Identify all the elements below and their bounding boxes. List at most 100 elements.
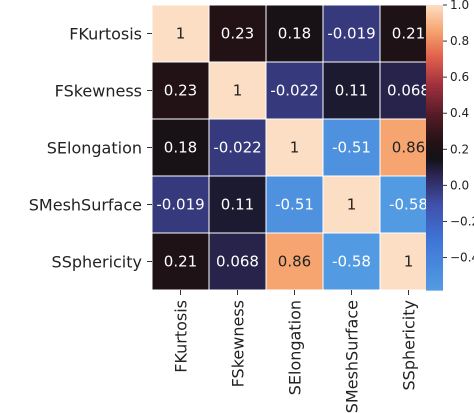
colorbar-band (426, 211, 443, 215)
row-label-FKurtosis: FKurtosis (69, 25, 142, 44)
heatmap-cells (151, 4, 438, 291)
colorbar-band (426, 278, 443, 282)
column-label-SMeshSurface: SMeshSurface (343, 300, 362, 413)
colorbar-band (426, 47, 443, 51)
colorbar-band (426, 266, 443, 270)
colorbar-band (426, 123, 443, 127)
cell-value-label: -0.019 (156, 196, 204, 214)
colorbar-band (426, 140, 443, 144)
cell-value-label: -0.51 (275, 196, 314, 214)
colorbar-band (426, 145, 443, 149)
colorbar-band (426, 202, 443, 206)
colorbar-band (426, 147, 443, 151)
colorbar-band (426, 157, 443, 160)
cell-value-label: 0.068 (216, 253, 259, 271)
colorbar-tick-label: 1.0 (450, 0, 469, 12)
cell-value-label: 1 (290, 139, 300, 157)
colorbar-band (426, 85, 443, 89)
colorbar-tick-label: 0.4 (450, 106, 469, 120)
colorbar-band (426, 166, 443, 170)
heatmap-cell-labels: 1 0.23 0.18 -0.019 0.21 0.23 1 -0.022 0.11 0.068 0… (156, 25, 430, 271)
colorbar-band (426, 178, 443, 182)
colorbar-band (426, 78, 443, 82)
colorbar-tick-label: 0.2 (450, 142, 469, 156)
heatmap-cell-SSphericity-FSkewness (208, 232, 267, 291)
heatmap-cell-SElongation-SMeshSurface (322, 118, 381, 177)
colorbar-band (426, 242, 443, 246)
colorbar-band (426, 135, 443, 139)
colorbar-band (426, 195, 443, 198)
cell-value-label: 1 (233, 82, 243, 100)
colorbar-band (426, 26, 443, 30)
cell-value-label: -0.58 (389, 196, 428, 214)
colorbar-band (426, 12, 443, 16)
colorbar-band (426, 216, 443, 220)
colorbar-tick-label: −0.4 (450, 251, 474, 265)
colorbar-band (426, 119, 443, 122)
colorbar-band (426, 45, 443, 49)
column-label-FSkewness: FSkewness (229, 300, 248, 387)
colorbar-band (426, 111, 443, 115)
cell-value-label: 0.11 (221, 196, 254, 214)
colorbar-band (426, 171, 443, 175)
heatmap-cell-FKurtosis-FSkewness (208, 4, 267, 63)
colorbar-band (426, 254, 443, 258)
cell-value-label: -0.58 (332, 253, 371, 271)
column-label-SSphericity: SSphericity (400, 300, 419, 390)
colorbar-band (426, 280, 443, 284)
colorbar-band (426, 252, 443, 255)
column-labels: FKurtosis FSkewness SElongation SMeshSurfac… (172, 290, 419, 413)
cell-value-label: 0.11 (335, 82, 368, 100)
heatmap-cell-SMeshSurface-FSkewness (208, 175, 267, 234)
colorbar-band (426, 71, 443, 75)
colorbar-band (426, 230, 443, 234)
column-label-FKurtosis: FKurtosis (172, 300, 191, 373)
colorbar-band (426, 95, 443, 99)
colorbar-band (426, 100, 443, 103)
colorbar-band (426, 7, 443, 11)
colorbar-band (426, 9, 443, 13)
heatmap-cell-FSkewness-SElongation (265, 61, 324, 120)
colorbar-band (426, 142, 443, 146)
colorbar-band (426, 16, 443, 20)
heatmap-cell-FKurtosis-SElongation (265, 4, 324, 63)
colorbar-band (426, 73, 443, 77)
colorbar-band (426, 121, 443, 125)
colorbar-band (426, 214, 443, 217)
colorbar-band (426, 161, 443, 165)
row-labels: FKurtosis FSkewness SElongation SMeshSurfac… (29, 25, 152, 272)
colorbar-band (426, 128, 443, 132)
cell-value-label: 0.23 (221, 25, 254, 43)
colorbar-band (426, 19, 443, 23)
colorbar-band (426, 66, 443, 70)
colorbar-band (426, 154, 443, 158)
colorbar-tick-label: 0.0 (450, 178, 469, 192)
column-label-SElongation: SElongation (286, 300, 305, 395)
cell-value-label: -0.51 (332, 139, 371, 157)
cell-value-label: 0.23 (164, 82, 197, 100)
colorbar-band (426, 164, 443, 168)
row-label-SElongation: SElongation (47, 139, 142, 158)
colorbar-band (426, 197, 443, 201)
colorbar-band (426, 57, 443, 61)
colorbar-band (426, 138, 443, 141)
colorbar-band (426, 240, 443, 244)
colorbar-band (426, 152, 443, 156)
row-label-FSkewness: FSkewness (55, 82, 142, 101)
cell-value-label: 0.068 (387, 82, 430, 100)
colorbar-band (426, 263, 443, 267)
colorbar-band (426, 116, 443, 120)
colorbar-band (426, 168, 443, 172)
colorbar-band (426, 52, 443, 56)
heatmap-cell-SMeshSurface-SMeshSurface (322, 175, 381, 234)
colorbar-band (426, 173, 443, 177)
colorbar-band (426, 204, 443, 208)
colorbar-band (426, 159, 443, 163)
colorbar-band (426, 183, 443, 187)
colorbar-band (426, 225, 443, 229)
colorbar-band (426, 256, 443, 260)
colorbar-band (426, 64, 443, 68)
cell-value-label: -0.019 (327, 25, 375, 43)
colorbar-band (426, 259, 443, 263)
colorbar-band (426, 228, 443, 232)
